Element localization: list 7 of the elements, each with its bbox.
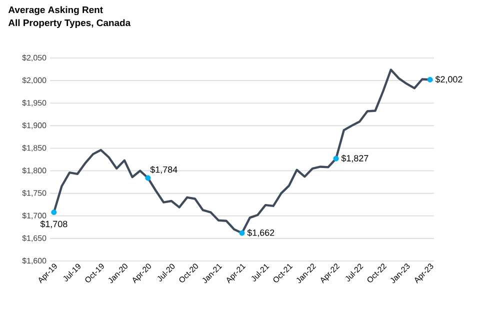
data-label: $2,002 [435, 76, 462, 84]
data-label: $1,827 [341, 154, 368, 162]
chart-subtitle: All Property Types, Canada [8, 19, 131, 28]
chart-title: Average Asking Rent [8, 6, 103, 16]
data-label: $1,784 [150, 166, 178, 174]
data-label: $1,662 [247, 229, 274, 237]
data-label: $1,708 [40, 220, 68, 228]
